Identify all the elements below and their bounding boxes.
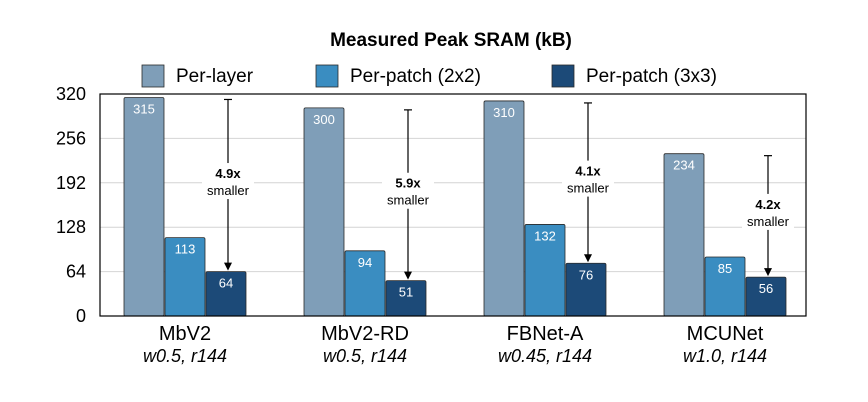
legend-label: Per-patch (3x3) xyxy=(586,66,717,87)
annotation-text: smaller xyxy=(567,181,610,196)
arrow-head xyxy=(764,268,772,277)
legend-swatch xyxy=(315,64,339,88)
data-label: 76 xyxy=(579,267,593,282)
data-label: 315 xyxy=(133,101,155,116)
annotation-factor: 5.9x xyxy=(395,176,421,191)
annotations: 4.9x smaller 5.9x smaller 4.1x smaller 4.2x sma… xyxy=(202,98,794,280)
annotation-factor: 4.2x xyxy=(755,197,781,212)
data-label: 300 xyxy=(313,112,335,127)
annotation-bg xyxy=(742,193,794,230)
annotation-text: smaller xyxy=(387,193,430,208)
arrow-head xyxy=(584,254,592,263)
x-tick-label: MbV2-RD xyxy=(321,323,409,345)
x-tick-sublabel: w0.45, r144 xyxy=(498,346,592,366)
x-tick-sublabel: w1.0, r144 xyxy=(683,346,767,366)
bar-mcunet-s1 xyxy=(663,153,705,317)
data-labels: 315 113 64 300 94 51 310 132 76 234 85 56 xyxy=(133,101,773,299)
y-tick-label: 320 xyxy=(56,84,86,104)
y-tick-label: 0 xyxy=(76,306,86,326)
annotation-text: smaller xyxy=(747,214,790,229)
x-tick-sublabel: w0.5, r144 xyxy=(323,346,407,366)
data-label: 56 xyxy=(759,281,773,296)
legend: Per-layer Per-patch (2x2) Per-patch (3x3) xyxy=(141,64,717,88)
annotation-bg xyxy=(562,160,614,197)
annotation-text: smaller xyxy=(207,183,250,198)
y-tick-label: 192 xyxy=(56,173,86,193)
data-label: 51 xyxy=(399,285,413,300)
annotation-bg xyxy=(382,172,434,209)
y-tick-label: 256 xyxy=(56,128,86,148)
legend-label: Per-patch (2x2) xyxy=(350,66,481,87)
bar-mbv2-s1 xyxy=(123,97,165,317)
x-tick-label: FBNet-A xyxy=(507,323,584,345)
x-tick-label: MbV2 xyxy=(159,323,211,345)
data-label: 113 xyxy=(175,242,196,257)
plot-frame xyxy=(99,93,807,317)
legend-swatch xyxy=(551,64,575,88)
bar-mbv2-rd-s1 xyxy=(303,107,345,317)
arrow-head xyxy=(224,262,232,271)
legend-label: Per-layer xyxy=(176,66,254,87)
bars xyxy=(123,97,787,317)
y-tick-label: 128 xyxy=(56,217,86,237)
annotation-bg xyxy=(202,163,254,200)
annotation-factor: 4.9x xyxy=(215,166,241,181)
arrow-head xyxy=(404,271,412,280)
data-label: 310 xyxy=(493,105,515,120)
data-label: 234 xyxy=(673,158,695,173)
data-label: 85 xyxy=(718,261,732,276)
data-label: 132 xyxy=(534,228,556,243)
legend-swatch xyxy=(141,64,165,88)
annotation-factor: 4.1x xyxy=(575,164,601,179)
chart-title: Measured Peak SRAM (kB) xyxy=(330,30,572,51)
data-label: 94 xyxy=(358,255,372,270)
data-label: 64 xyxy=(219,276,233,291)
bar-fbnet-a-s1 xyxy=(483,100,525,317)
y-tick-label: 64 xyxy=(66,262,86,282)
x-tick-sublabel: w0.5, r144 xyxy=(143,346,227,366)
x-tick-label: MCUNet xyxy=(687,323,764,345)
